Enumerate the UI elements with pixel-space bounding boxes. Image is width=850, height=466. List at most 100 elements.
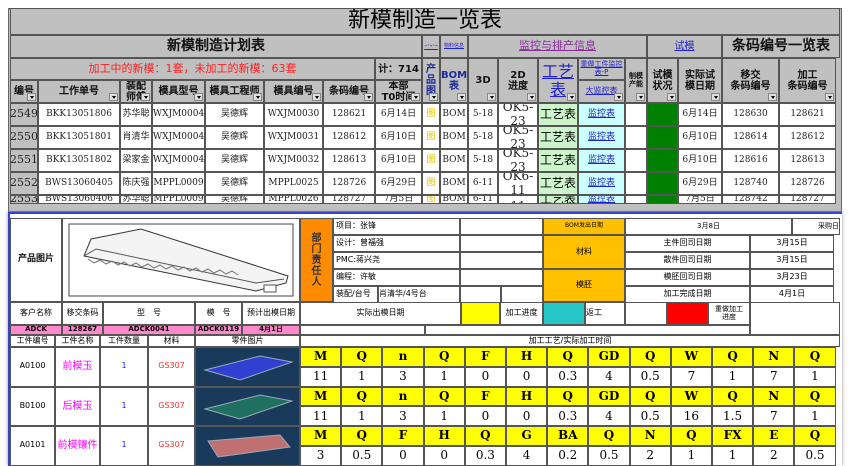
filter-dropdown-icon[interactable]: [194, 93, 203, 101]
filter-dropdown-icon[interactable]: [312, 93, 321, 101]
filter-dropdown-icon[interactable]: [636, 93, 645, 101]
row-3-col-9[interactable]: BOM: [440, 172, 468, 195]
filter-dropdown-icon[interactable]: [667, 93, 676, 101]
filter-dropdown-icon[interactable]: [825, 93, 834, 101]
row-1-col-10: 5-18: [468, 126, 498, 149]
row-0-col-8[interactable]: 图: [422, 103, 440, 126]
customer-header-4-text: 预计出模日期: [247, 308, 295, 318]
total-count: 计：714: [375, 58, 422, 80]
filter-dropdown-icon[interactable]: [614, 93, 623, 101]
row-4-col-9[interactable]: BOM: [440, 195, 468, 204]
row-2-col-14: [625, 149, 647, 172]
row-2-col-0-text: 2551: [10, 153, 38, 167]
process-op-text: F: [481, 349, 490, 364]
row-0-col-9[interactable]: BOM: [440, 103, 468, 126]
row-4-col-8[interactable]: 图: [422, 195, 440, 204]
material-info-link[interactable]: 物料信息: [440, 35, 468, 58]
row-0-col-2: 苏华聪: [120, 103, 152, 126]
row-3-col-0-text: 2552: [10, 176, 38, 190]
date-label-2: 模胚回司日期: [625, 269, 750, 286]
column-header-5: 模具编号: [264, 80, 323, 103]
column-header-12[interactable]: 工艺表: [538, 58, 578, 103]
row-0-col-10-text: 5-18: [472, 108, 494, 119]
part-material: GS307: [148, 386, 195, 426]
filter-dropdown-icon[interactable]: [429, 93, 438, 101]
process-time: 0: [506, 366, 548, 387]
row-2-col-13[interactable]: 监控表: [578, 149, 625, 172]
part-qty-text: 1: [121, 400, 127, 410]
filter-dropdown-icon[interactable]: [109, 93, 118, 101]
part-qty-text: 1: [121, 361, 127, 371]
process-op-text: BA: [558, 428, 578, 443]
process-time: 7: [753, 406, 795, 426]
row-2-col-6-text: 128613: [331, 154, 367, 165]
process-time-text: 1: [811, 369, 819, 384]
filter-dropdown-icon[interactable]: [253, 93, 262, 101]
column-header-3-text: 模具型号: [158, 86, 199, 97]
column-header-1-text: 工作单号: [59, 86, 99, 97]
filter-dropdown-icon[interactable]: [711, 93, 720, 101]
link-small[interactable]: -·-·-: [422, 35, 440, 58]
row-1-col-9[interactable]: BOM: [440, 126, 468, 149]
row-1-col-8[interactable]: 图: [422, 126, 440, 149]
process-time: 7: [753, 366, 795, 387]
column-header-13[interactable]: 大监控表: [578, 80, 625, 103]
row-4-col-13[interactable]: 监控表: [578, 195, 625, 204]
process-op-text: Q: [603, 428, 615, 443]
row-1-col-6-text: 128612: [331, 131, 367, 142]
row-1-col-2-text: 肖清华: [122, 131, 150, 142]
process-time-text: 1: [440, 369, 448, 384]
row-2-col-8[interactable]: 图: [422, 149, 440, 172]
row-0-col-12-text: 工艺表: [539, 106, 576, 121]
filter-dropdown-icon[interactable]: [487, 93, 496, 101]
row-1-col-18-text: 128612: [790, 131, 825, 142]
filter-dropdown-icon[interactable]: [27, 93, 36, 101]
process-op-text: Q: [727, 349, 738, 364]
row-1-col-1-text: BKK13051801: [46, 131, 112, 142]
filter-dropdown-icon[interactable]: [567, 93, 576, 101]
part-header-1: 工件名称: [55, 335, 100, 347]
process-time-text: 0.5: [352, 448, 372, 463]
row-2-col-2-text: 梁家金: [122, 154, 150, 165]
process-time: 4: [506, 445, 548, 466]
column-header-12-text: 工艺表: [541, 61, 574, 99]
trial-link[interactable]: 试模: [647, 35, 722, 58]
row-3-col-8[interactable]: 图: [422, 172, 440, 195]
filter-dropdown-icon[interactable]: [411, 93, 420, 101]
process-op: H: [423, 426, 465, 446]
row-2-col-8-text: 图: [426, 154, 436, 165]
row-4-col-5-text: MPPL0026: [268, 195, 319, 204]
row-0-col-3-text: WXJM0004: [152, 108, 205, 119]
filter-dropdown-icon[interactable]: [527, 93, 536, 101]
row-2-col-9[interactable]: BOM: [440, 149, 468, 172]
row-1-col-9-text: BOM: [442, 131, 466, 142]
filter-dropdown-icon[interactable]: [768, 93, 777, 101]
row-2-col-3-text: WXJM0004: [152, 154, 205, 165]
process-time: 0: [464, 366, 506, 387]
process-time-text: 7: [769, 369, 778, 384]
column-header-4: 模具工程师: [205, 80, 264, 103]
filter-dropdown-icon[interactable]: [141, 93, 150, 101]
filter-dropdown-icon[interactable]: [364, 93, 373, 101]
material-info-link-text: 物料信息: [443, 42, 464, 49]
process-op: FX: [712, 426, 754, 446]
process-time-text: 1: [687, 448, 696, 463]
row-1-col-13[interactable]: 监控表: [578, 126, 625, 149]
row-3-col-13[interactable]: 监控表: [578, 172, 625, 195]
row-0-col-18: 128621: [779, 103, 836, 126]
monitor-link[interactable]: 监控与排产信息: [468, 35, 647, 58]
row-4-col-0: 2553: [10, 195, 38, 204]
row-0-col-15: [647, 103, 678, 126]
row-4-col-6-text: 128727: [331, 195, 367, 204]
filter-dropdown-icon[interactable]: [457, 93, 466, 101]
date-label-2-text: 模胚回司日期: [663, 272, 712, 282]
process-op: Q: [629, 386, 671, 407]
redo-monitor-link[interactable]: 重做工件监控表-P: [578, 58, 625, 80]
row-3-col-18-text: 128726: [790, 177, 825, 188]
process-time-text: 0.3: [558, 408, 578, 423]
row-0-col-13[interactable]: 监控表: [578, 103, 625, 126]
part-id-text: B0100: [19, 400, 46, 410]
part-qty-text: 1: [121, 440, 127, 450]
process-op-text: M: [313, 428, 328, 443]
row-0-col-8-text: 图: [426, 108, 436, 119]
